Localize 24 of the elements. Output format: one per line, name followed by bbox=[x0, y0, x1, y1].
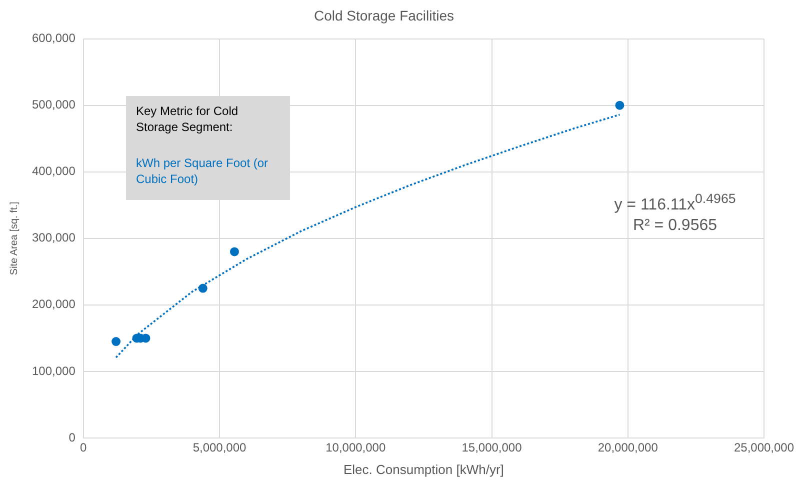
annotation: Key Metric for Cold Storage Segment: bbox=[135, 103, 240, 136]
x-axis-title: Elec. Consumption [kWh/yr] bbox=[343, 462, 504, 477]
y-tick-label: 100,000 bbox=[32, 364, 76, 378]
point bbox=[198, 284, 208, 293]
y-tick-label: 500,000 bbox=[32, 98, 76, 112]
y-tick-label: 600,000 bbox=[32, 31, 76, 46]
y-tick-label: 300,000 bbox=[32, 230, 76, 245]
x-tick-label: 25,000,000 bbox=[734, 440, 794, 455]
y-tick-label: 200,000 bbox=[32, 297, 76, 312]
annotation: R² = 0.9565 bbox=[632, 216, 718, 236]
chart-title: Cold Storage Facilities bbox=[314, 7, 454, 24]
x-tick-label: 15,000,000 bbox=[462, 440, 522, 455]
point bbox=[615, 100, 624, 110]
x-tick-label: 5,000,000 bbox=[192, 440, 247, 455]
y-tick-label: 0 bbox=[68, 430, 76, 444]
x-tick-label: 20,000,000 bbox=[598, 440, 658, 455]
y-axis-title: Site Area [sq. ft.] bbox=[8, 201, 20, 276]
x-tick-label: 10,000,000 bbox=[326, 440, 386, 455]
y-tick-label: 400,000 bbox=[32, 164, 76, 178]
point bbox=[230, 247, 239, 256]
point bbox=[112, 337, 121, 346]
x-tick-label: 0 bbox=[80, 440, 88, 455]
annotation: y = 116.11x$^{0.4965}$ bbox=[613, 190, 737, 216]
annotation: kWh per Square Foot (or Cubic Foot) bbox=[135, 155, 270, 188]
